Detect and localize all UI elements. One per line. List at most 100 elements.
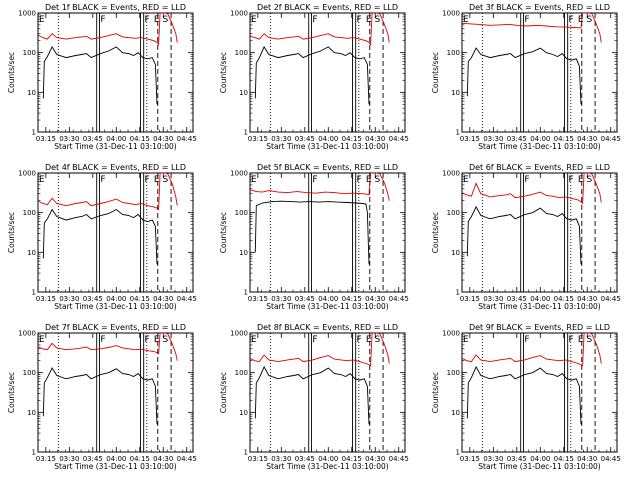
y-tick-label: 10 [451, 89, 460, 97]
plot-frame [249, 12, 406, 133]
y-tick-label: 1000 [18, 330, 36, 338]
x-tick-label: 03:15 [36, 455, 56, 463]
y-tick-label: 1000 [230, 10, 248, 18]
panel-title: Det 1f BLACK = Events, RED = LLD [45, 3, 186, 12]
y-tick-label: 100 [23, 209, 36, 217]
plot-frame [37, 332, 194, 453]
segment-annotation: E [578, 335, 584, 345]
plot-frame [37, 12, 194, 133]
y-tick-label: 100 [447, 209, 460, 217]
segment-annotation: F [356, 15, 361, 25]
x-tick-label: 03:45 [507, 295, 527, 303]
segment-annotation: F [524, 175, 529, 185]
x-tick-label: 04:30 [577, 455, 597, 463]
y-tick-label: 100 [235, 49, 248, 57]
segment-annotation: E [39, 15, 45, 25]
segment-annotation: E [578, 175, 584, 185]
segment-annotation: E [154, 175, 160, 185]
x-tick-label: 04:30 [365, 455, 385, 463]
x-tick-label: 04:45 [601, 135, 621, 143]
x-axis-label: Start Time (31-Dec-11 03:10:00) [54, 142, 176, 151]
series-line-events [254, 200, 370, 265]
x-tick-label: 03:30 [271, 135, 291, 143]
x-axis-label: Start Time (31-Dec-11 03:10:00) [54, 302, 176, 311]
segment-annotation: F [312, 175, 317, 185]
y-tick-label: 10 [239, 89, 248, 97]
x-axis-label: Start Time (31-Dec-11 03:10:00) [54, 462, 176, 471]
x-tick-label: 04:15 [342, 295, 362, 303]
x-tick-label: 04:45 [177, 455, 197, 463]
segment-annotation: E [251, 335, 257, 345]
y-tick-label: 1000 [442, 170, 460, 178]
x-tick-label: 03:45 [295, 135, 315, 143]
y-tick-label: 10 [451, 409, 460, 417]
segment-annotation: F [100, 15, 105, 25]
x-axis-label: Start Time (31-Dec-11 03:10:00) [266, 302, 388, 311]
segment-annotation: E [578, 15, 584, 25]
x-tick-label: 03:15 [248, 455, 268, 463]
plot-frame [461, 12, 618, 133]
segment-annotation: F [144, 335, 149, 345]
series-line-events [466, 365, 582, 425]
segment-annotation: E [463, 335, 469, 345]
x-tick-label: 03:45 [83, 135, 103, 143]
segment-annotation: E [366, 15, 372, 25]
panel-title: Det 2f BLACK = Events, RED = LLD [257, 3, 398, 12]
x-tick-label: 03:30 [483, 455, 503, 463]
y-tick-label: 1000 [18, 10, 36, 18]
x-tick-label: 04:45 [177, 295, 197, 303]
x-tick-label: 04:45 [389, 295, 409, 303]
panel-det-6f: Det 6f BLACK = Events, RED = LLD 1 10 100 10… [431, 163, 621, 311]
x-axis-label: Start Time (31-Dec-11 03:10:00) [478, 462, 600, 471]
panel-title: Det 8f BLACK = Events, RED = LLD [257, 323, 398, 332]
x-tick-label: 04:00 [530, 135, 550, 143]
panel-title: Det 4f BLACK = Events, RED = LLD [45, 163, 186, 172]
y-axis-label: Counts/sec [7, 52, 16, 93]
x-tick-label: 04:15 [130, 455, 150, 463]
x-tick-label: 04:00 [530, 455, 550, 463]
y-axis-label: Counts/sec [219, 52, 228, 93]
x-tick-label: 03:45 [83, 455, 103, 463]
y-tick-label: 1000 [442, 10, 460, 18]
segment-annotation: E [463, 175, 469, 185]
x-tick-label: 03:30 [59, 135, 79, 143]
segment-annotation: E [463, 15, 469, 25]
segment-annotation: F [568, 175, 573, 185]
segment-annotation: S [586, 175, 592, 185]
panel-det-3f: Det 3f BLACK = Events, RED = LLD 1 10 100 10… [431, 3, 621, 151]
y-tick-label: 100 [23, 369, 36, 377]
segment-annotation: S [586, 335, 592, 345]
segment-annotation: F [100, 335, 105, 345]
segment-annotation: E [154, 15, 160, 25]
x-tick-label: 03:30 [483, 135, 503, 143]
y-tick-label: 1 [456, 129, 460, 137]
y-axis-label: Counts/sec [431, 212, 440, 253]
series-line-events [254, 365, 370, 425]
x-tick-label: 03:45 [295, 455, 315, 463]
series-line-lld [38, 173, 178, 211]
panel-title: Det 5f BLACK = Events, RED = LLD [257, 163, 398, 172]
panel-title: Det 3f BLACK = Events, RED = LLD [469, 3, 610, 12]
panel-title: Det 7f BLACK = Events, RED = LLD [45, 323, 186, 332]
y-tick-label: 1 [32, 289, 36, 297]
segment-annotation: F [524, 335, 529, 345]
series-line-lld [250, 173, 390, 201]
x-tick-label: 03:45 [507, 135, 527, 143]
segment-annotation: E [154, 335, 160, 345]
x-tick-label: 03:30 [59, 455, 79, 463]
segment-annotation: F [568, 335, 573, 345]
y-tick-label: 10 [27, 89, 36, 97]
x-tick-label: 03:30 [271, 295, 291, 303]
segment-annotation: F [144, 175, 149, 185]
x-tick-label: 03:30 [59, 295, 79, 303]
segment-annotation: F [356, 335, 361, 345]
y-tick-label: 1000 [230, 170, 248, 178]
series-line-lld [250, 13, 390, 46]
x-axis-label: Start Time (31-Dec-11 03:10:00) [478, 142, 600, 151]
segment-annotation: F [356, 175, 361, 185]
y-tick-label: 10 [27, 409, 36, 417]
segment-annotation: F [144, 15, 149, 25]
y-axis-label: Counts/sec [7, 372, 16, 413]
x-tick-label: 04:45 [389, 455, 409, 463]
